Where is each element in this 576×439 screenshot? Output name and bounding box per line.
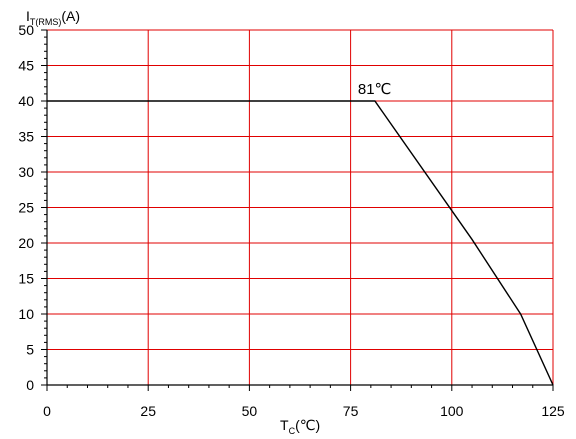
grid [47, 29, 554, 385]
labels: 0 25 50 75 100 125 0 5 10 15 20 25 30 35 40 45 50 81℃ [18, 22, 564, 419]
axes [41, 29, 554, 391]
y-tick-label: 45 [18, 58, 34, 74]
x-axis-title-suffix: (℃) [295, 417, 320, 433]
y-tick-label: 25 [18, 200, 34, 216]
y-axis-title: IT(RMS)(A) [26, 8, 80, 27]
x-axis-title: TC(℃) [280, 417, 320, 436]
x-tick-label: 75 [343, 403, 359, 419]
series-line [47, 100, 554, 386]
y-tick-label: 10 [18, 306, 34, 322]
x-tick-label: 100 [440, 403, 464, 419]
y-axis-title-main: I [26, 8, 30, 24]
x-tick-label: 125 [541, 403, 565, 419]
x-tick-label: 50 [242, 403, 258, 419]
y-tick-label: 20 [18, 235, 34, 251]
y-tick-label: 35 [18, 129, 34, 145]
y-axis-title-suffix: (A) [61, 8, 80, 24]
x-axis-title-main: T [280, 417, 289, 433]
series-layer [47, 100, 554, 386]
y-axis-title-sub: T(RMS) [30, 17, 62, 27]
y-tick-label: 5 [26, 342, 34, 358]
annotation-label: 81℃ [358, 81, 392, 98]
y-tick-label: 50 [18, 22, 34, 38]
y-tick-label: 0 [26, 377, 34, 393]
y-tick-label: 30 [18, 164, 34, 180]
x-axis-title-sub: C [289, 426, 296, 436]
x-tick-label: 0 [43, 403, 51, 419]
y-tick-label: 15 [18, 271, 34, 287]
x-tick-label: 25 [140, 403, 156, 419]
y-tick-label: 40 [18, 93, 34, 109]
